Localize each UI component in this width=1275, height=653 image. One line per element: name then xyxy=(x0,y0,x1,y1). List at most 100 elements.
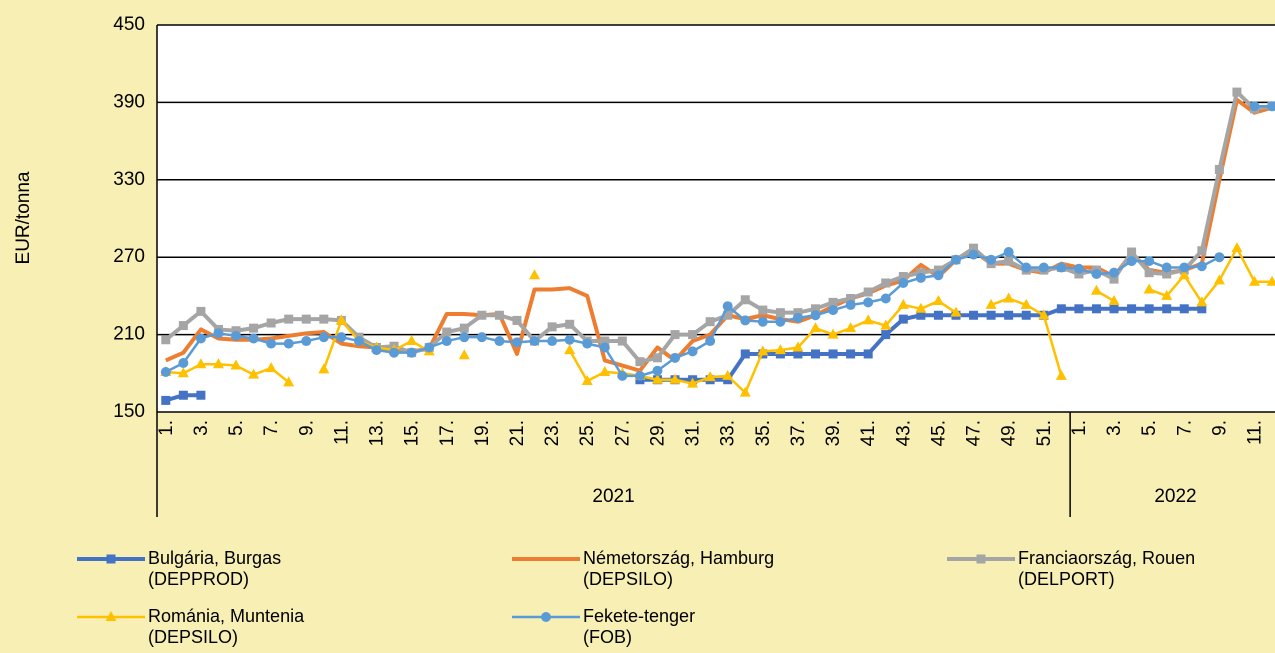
legend-label: Franciaország, Rouen (DELPORT) xyxy=(1018,548,1196,589)
marker xyxy=(494,310,504,320)
marker xyxy=(740,349,750,359)
marker xyxy=(212,358,224,369)
marker xyxy=(722,301,733,312)
marker xyxy=(986,254,997,265)
marker xyxy=(564,344,576,355)
group-label: 2021 xyxy=(592,486,634,507)
marker xyxy=(1197,304,1207,314)
x-tick-label: 43. xyxy=(893,420,914,446)
marker xyxy=(1004,310,1014,320)
legend-label: Bulgária, Burgas (DEPPROD) xyxy=(148,548,282,589)
marker xyxy=(581,375,593,386)
y-tick-label: 450 xyxy=(113,14,145,35)
x-tick-label: 3. xyxy=(191,420,212,436)
marker xyxy=(1127,247,1137,257)
marker xyxy=(541,612,551,622)
marker xyxy=(1091,304,1101,314)
marker xyxy=(1144,304,1154,314)
marker xyxy=(161,395,171,405)
marker xyxy=(863,297,874,308)
marker xyxy=(793,308,803,318)
marker xyxy=(1003,292,1015,303)
marker xyxy=(1249,275,1260,286)
marker xyxy=(230,359,242,370)
marker xyxy=(265,362,277,373)
x-tick-label: 49. xyxy=(999,420,1020,446)
marker xyxy=(1196,261,1207,272)
marker xyxy=(477,310,487,320)
marker xyxy=(1109,267,1120,278)
marker xyxy=(494,336,505,347)
marker xyxy=(1056,304,1066,314)
marker xyxy=(1179,262,1190,273)
marker xyxy=(301,314,311,324)
marker xyxy=(301,336,312,347)
marker xyxy=(793,349,803,359)
marker xyxy=(1038,309,1050,320)
marker xyxy=(1231,242,1243,253)
marker xyxy=(318,332,329,343)
marker xyxy=(774,344,786,355)
legend-swatch xyxy=(947,554,1015,564)
marker xyxy=(1126,256,1137,267)
marker xyxy=(1090,284,1102,295)
marker xyxy=(1091,268,1102,279)
marker xyxy=(1109,304,1119,314)
marker xyxy=(512,315,522,325)
marker xyxy=(1108,295,1120,306)
marker xyxy=(248,333,259,344)
marker xyxy=(810,322,821,333)
marker xyxy=(1197,246,1207,256)
y-axis-label: EUR/tonna xyxy=(13,171,34,264)
marker xyxy=(670,330,680,340)
marker xyxy=(1021,310,1031,320)
marker xyxy=(1056,262,1067,273)
marker xyxy=(880,319,892,330)
marker xyxy=(705,336,716,347)
plot-area xyxy=(157,25,1275,412)
legend-swatch xyxy=(512,557,580,561)
marker xyxy=(845,322,857,333)
y-tick-label: 390 xyxy=(113,91,145,112)
marker xyxy=(529,269,541,280)
marker xyxy=(1074,269,1084,279)
marker xyxy=(687,377,699,388)
marker xyxy=(811,349,820,359)
x-tick-label: 13. xyxy=(367,420,388,446)
marker xyxy=(757,316,768,327)
marker xyxy=(827,328,839,339)
x-tick-label: 5. xyxy=(1139,420,1160,436)
marker xyxy=(950,306,962,317)
x-tick-label: 27. xyxy=(612,420,633,446)
marker xyxy=(617,370,628,381)
marker xyxy=(775,316,786,327)
marker xyxy=(196,390,206,400)
marker xyxy=(897,298,909,309)
marker xyxy=(424,342,435,353)
marker xyxy=(441,336,452,347)
marker xyxy=(529,336,540,347)
marker xyxy=(1162,269,1172,279)
marker xyxy=(687,346,698,357)
marker xyxy=(1214,252,1225,263)
marker xyxy=(1003,247,1014,258)
marker xyxy=(178,321,188,331)
x-tick-label: 33. xyxy=(718,420,739,446)
marker xyxy=(1144,256,1155,267)
marker xyxy=(811,304,820,314)
marker xyxy=(704,371,716,382)
series xyxy=(160,101,1275,381)
marker xyxy=(547,322,557,332)
marker xyxy=(600,336,610,346)
marker xyxy=(933,270,944,281)
x-tick-label: 25. xyxy=(577,420,598,446)
marker xyxy=(1127,304,1137,314)
marker xyxy=(1161,262,1172,273)
marker xyxy=(1021,262,1032,273)
marker xyxy=(792,312,803,323)
marker xyxy=(688,330,698,340)
marker xyxy=(106,554,116,564)
marker xyxy=(266,318,276,328)
marker xyxy=(933,310,943,320)
marker xyxy=(846,349,856,359)
